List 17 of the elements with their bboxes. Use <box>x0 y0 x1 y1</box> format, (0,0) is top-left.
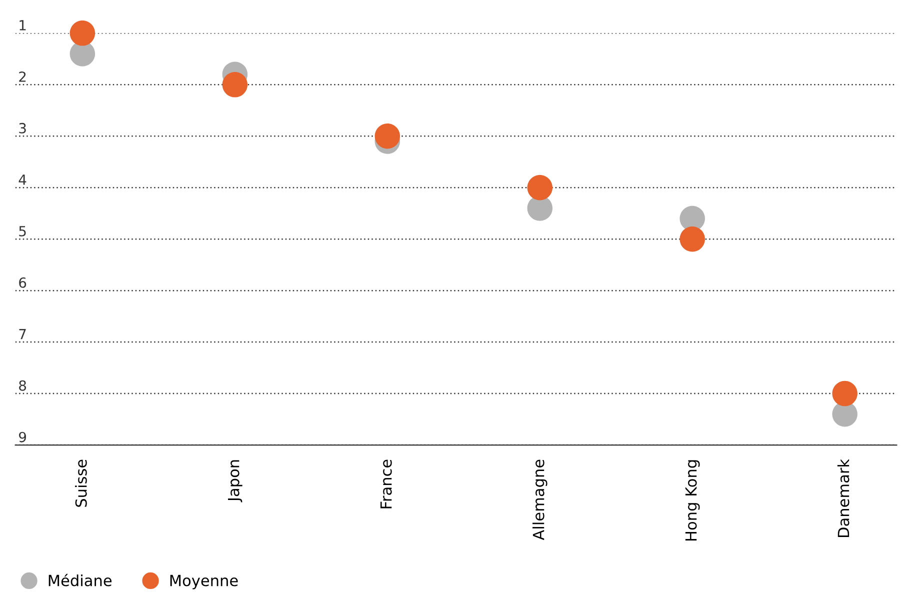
y-tick-label: 2 <box>19 71 26 82</box>
legend-label: Moyenne <box>170 574 238 590</box>
x-tick-label: Hong Kong <box>685 460 700 540</box>
x-tick-label: Allemagne <box>532 460 548 540</box>
legend-label: Médiane <box>48 574 112 586</box>
y-tick-label: 9 <box>19 432 26 442</box>
y-tick-label: 6 <box>19 277 26 288</box>
x-tick-label: Suisse <box>75 460 87 507</box>
y-tick-label: 7 <box>19 329 26 340</box>
y-tick-label: 8 <box>19 380 26 391</box>
y-tick-label: 3 <box>19 122 26 134</box>
y-tick-label: 4 <box>18 174 26 185</box>
y-tick-label: 5 <box>19 226 26 236</box>
x-tick-label: Danemark <box>837 458 850 537</box>
x-tick-label: France <box>380 460 392 508</box>
x-tick-label: Japon <box>228 460 242 502</box>
y-tick-label: 1 <box>20 20 26 30</box>
